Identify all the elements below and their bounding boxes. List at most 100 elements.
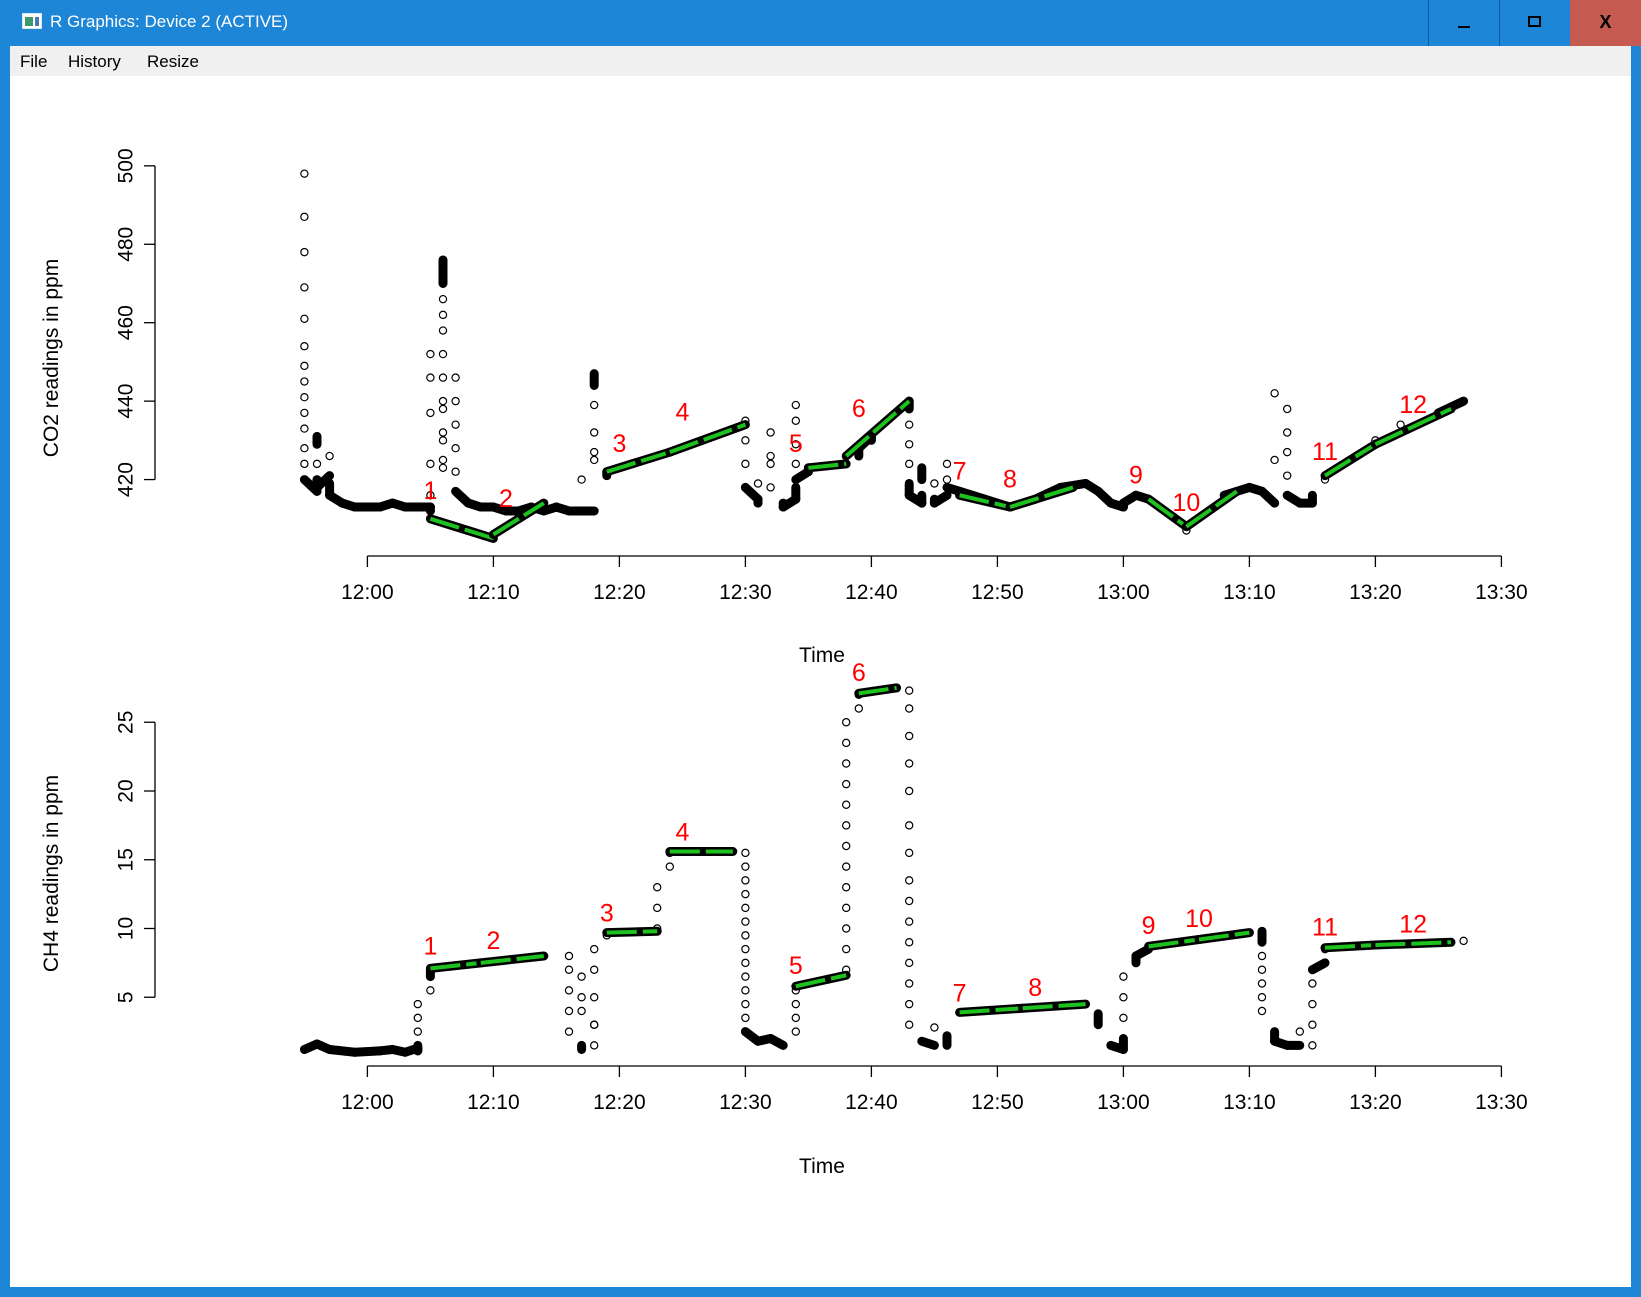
- data-point: [854, 451, 864, 461]
- data-point: [905, 938, 914, 947]
- fit-segment-3: [606, 929, 658, 935]
- menu-history[interactable]: History: [68, 52, 121, 71]
- fit-segment-11: [1323, 442, 1377, 478]
- data-point: [1308, 1020, 1317, 1029]
- plots-svg: 12:00 12:10 12:20 12:30 12:40 12:50 13:00 13:10…: [40, 148, 1528, 1178]
- data-point: [741, 999, 750, 1009]
- data-point: [451, 443, 460, 453]
- data-point: [1106, 498, 1116, 508]
- data-point: [741, 483, 750, 492]
- data-point: [590, 428, 599, 437]
- data-point: [842, 841, 851, 851]
- data-point: [766, 1034, 775, 1043]
- data-point: [942, 475, 952, 484]
- data-point: [741, 903, 750, 913]
- maximize-button[interactable]: [1499, 0, 1570, 46]
- segment-label-11: 11: [1312, 913, 1338, 941]
- data-point: [930, 498, 939, 508]
- data-point: [300, 459, 309, 469]
- segment-label-7: 7: [953, 458, 967, 486]
- data-point: [1308, 999, 1317, 1009]
- data-point: [438, 463, 448, 473]
- data-point: [842, 779, 851, 789]
- data-point: [905, 999, 914, 1009]
- data-point: [413, 1013, 422, 1023]
- data-point: [590, 993, 599, 1002]
- fit-segment-6: [844, 399, 911, 458]
- segment-label-7: 7: [953, 979, 967, 1007]
- menu-bar: File History Resize: [10, 46, 1631, 76]
- data-point: [325, 451, 334, 461]
- data-point: [1295, 498, 1305, 508]
- data-point: [300, 361, 309, 371]
- data-point: [753, 1037, 763, 1046]
- data-point: [438, 404, 448, 414]
- minimize-button[interactable]: [1428, 0, 1499, 46]
- data-point: [905, 896, 914, 906]
- y-tick-label: 20: [115, 779, 138, 802]
- data-point: [842, 800, 851, 809]
- y-tick-label: 500: [115, 148, 138, 183]
- data-point: [741, 931, 750, 940]
- menu-file[interactable]: File: [20, 52, 48, 71]
- data-point: [1257, 951, 1267, 961]
- data-point: [312, 483, 322, 492]
- menu-resize[interactable]: Resize: [147, 52, 199, 71]
- data-point: [438, 396, 448, 406]
- data-point: [842, 738, 851, 748]
- x-axis-title: Time: [799, 644, 845, 667]
- data-point: [753, 479, 763, 488]
- segment-label-2: 2: [486, 927, 500, 955]
- data-point: [905, 917, 914, 926]
- fit-segment-8: [1009, 485, 1074, 509]
- data-point: [451, 373, 460, 382]
- data-point: [1308, 979, 1317, 988]
- data-point: [1295, 1041, 1305, 1050]
- data-point: [438, 255, 448, 265]
- x-tick-label: 12:20: [593, 1091, 646, 1114]
- data-point: [842, 862, 851, 871]
- y-tick-label: 420: [115, 462, 138, 497]
- data-point: [300, 424, 309, 433]
- close-button[interactable]: X: [1570, 0, 1641, 46]
- data-point: [312, 432, 322, 441]
- data-point: [300, 247, 309, 257]
- data-point: [426, 459, 435, 469]
- title-bar[interactable]: R Graphics: Device 2 (ACTIVE) X: [0, 0, 1641, 46]
- window-title: R Graphics: Device 2 (ACTIVE): [50, 12, 289, 31]
- data-point: [451, 467, 460, 476]
- data-point: [791, 400, 801, 410]
- data-point: [1257, 965, 1267, 974]
- segment-label-9: 9: [1129, 461, 1143, 489]
- data-point: [338, 498, 347, 508]
- data-point: [842, 924, 851, 933]
- segment-label-8: 8: [1028, 974, 1042, 1002]
- data-point: [753, 498, 763, 508]
- data-point: [791, 475, 801, 484]
- data-point: [942, 491, 952, 500]
- data-point: [1093, 1009, 1103, 1018]
- y-tick-label: 10: [115, 917, 138, 940]
- segment-label-8: 8: [1003, 465, 1017, 493]
- data-point: [577, 1006, 586, 1016]
- data-point: [426, 408, 435, 418]
- data-point: [438, 373, 448, 382]
- data-point: [942, 1031, 952, 1040]
- data-point: [753, 494, 763, 504]
- x-tick-label: 12:50: [971, 1091, 1024, 1114]
- data-point: [312, 487, 322, 496]
- data-point: [577, 475, 586, 484]
- data-point: [1106, 1041, 1116, 1050]
- data-point: [300, 169, 309, 178]
- data-point: [325, 491, 334, 500]
- data-point: [564, 986, 574, 995]
- data-point: [791, 416, 801, 425]
- data-point: [401, 502, 410, 512]
- data-point: [590, 455, 599, 465]
- data-point: [1282, 491, 1292, 500]
- data-point: [300, 443, 309, 453]
- raw-trace-segment: [1307, 958, 1330, 975]
- data-point: [766, 459, 775, 469]
- data-point: [489, 502, 498, 512]
- data-point: [1257, 938, 1267, 947]
